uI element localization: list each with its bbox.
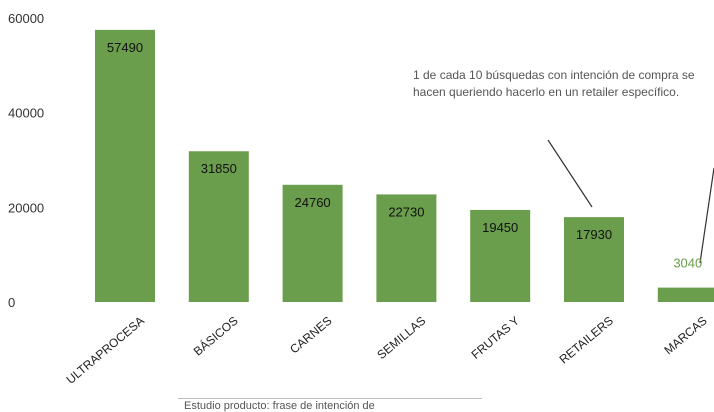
bar-value-label: 3040 xyxy=(673,256,702,271)
x-category-label: CARNES xyxy=(287,314,334,357)
x-category-label: RETAILERS xyxy=(557,314,616,367)
x-category-label: SEMILLAS xyxy=(374,314,428,362)
x-category-label: FRUTAS Y xyxy=(469,314,523,362)
bar xyxy=(188,151,249,302)
chart-annotation: 1 de cada 10 búsquedas con intención de … xyxy=(413,68,695,99)
bar-value-label: 31850 xyxy=(201,161,237,176)
bar xyxy=(657,287,714,302)
bar-value-label: 17930 xyxy=(576,227,612,242)
bar xyxy=(282,184,343,302)
chart-footnote: Estudio producto: frase de intención de xyxy=(184,400,375,412)
x-category-label: ULTRAPROCESA xyxy=(64,314,147,387)
bar xyxy=(95,29,155,302)
annotation-leader-line xyxy=(699,167,714,264)
y-tick-label: 40000 xyxy=(8,106,44,121)
y-tick-label: 0 xyxy=(8,295,15,310)
footnote-divider xyxy=(178,398,482,399)
bar-value-label: 22730 xyxy=(388,204,424,219)
bar-value-label: 19450 xyxy=(482,220,518,235)
y-tick-label: 20000 xyxy=(8,200,44,215)
bar-value-label: 57490 xyxy=(107,40,143,55)
bar xyxy=(376,194,437,302)
bar xyxy=(470,209,531,302)
annotation-leader-line xyxy=(547,139,593,208)
y-tick-label: 60000 xyxy=(8,11,44,26)
bar xyxy=(564,217,624,302)
x-category-label: MARCAS xyxy=(661,314,709,358)
x-category-label: BÁSICOS xyxy=(190,313,241,359)
bar-value-label: 24760 xyxy=(295,195,331,210)
